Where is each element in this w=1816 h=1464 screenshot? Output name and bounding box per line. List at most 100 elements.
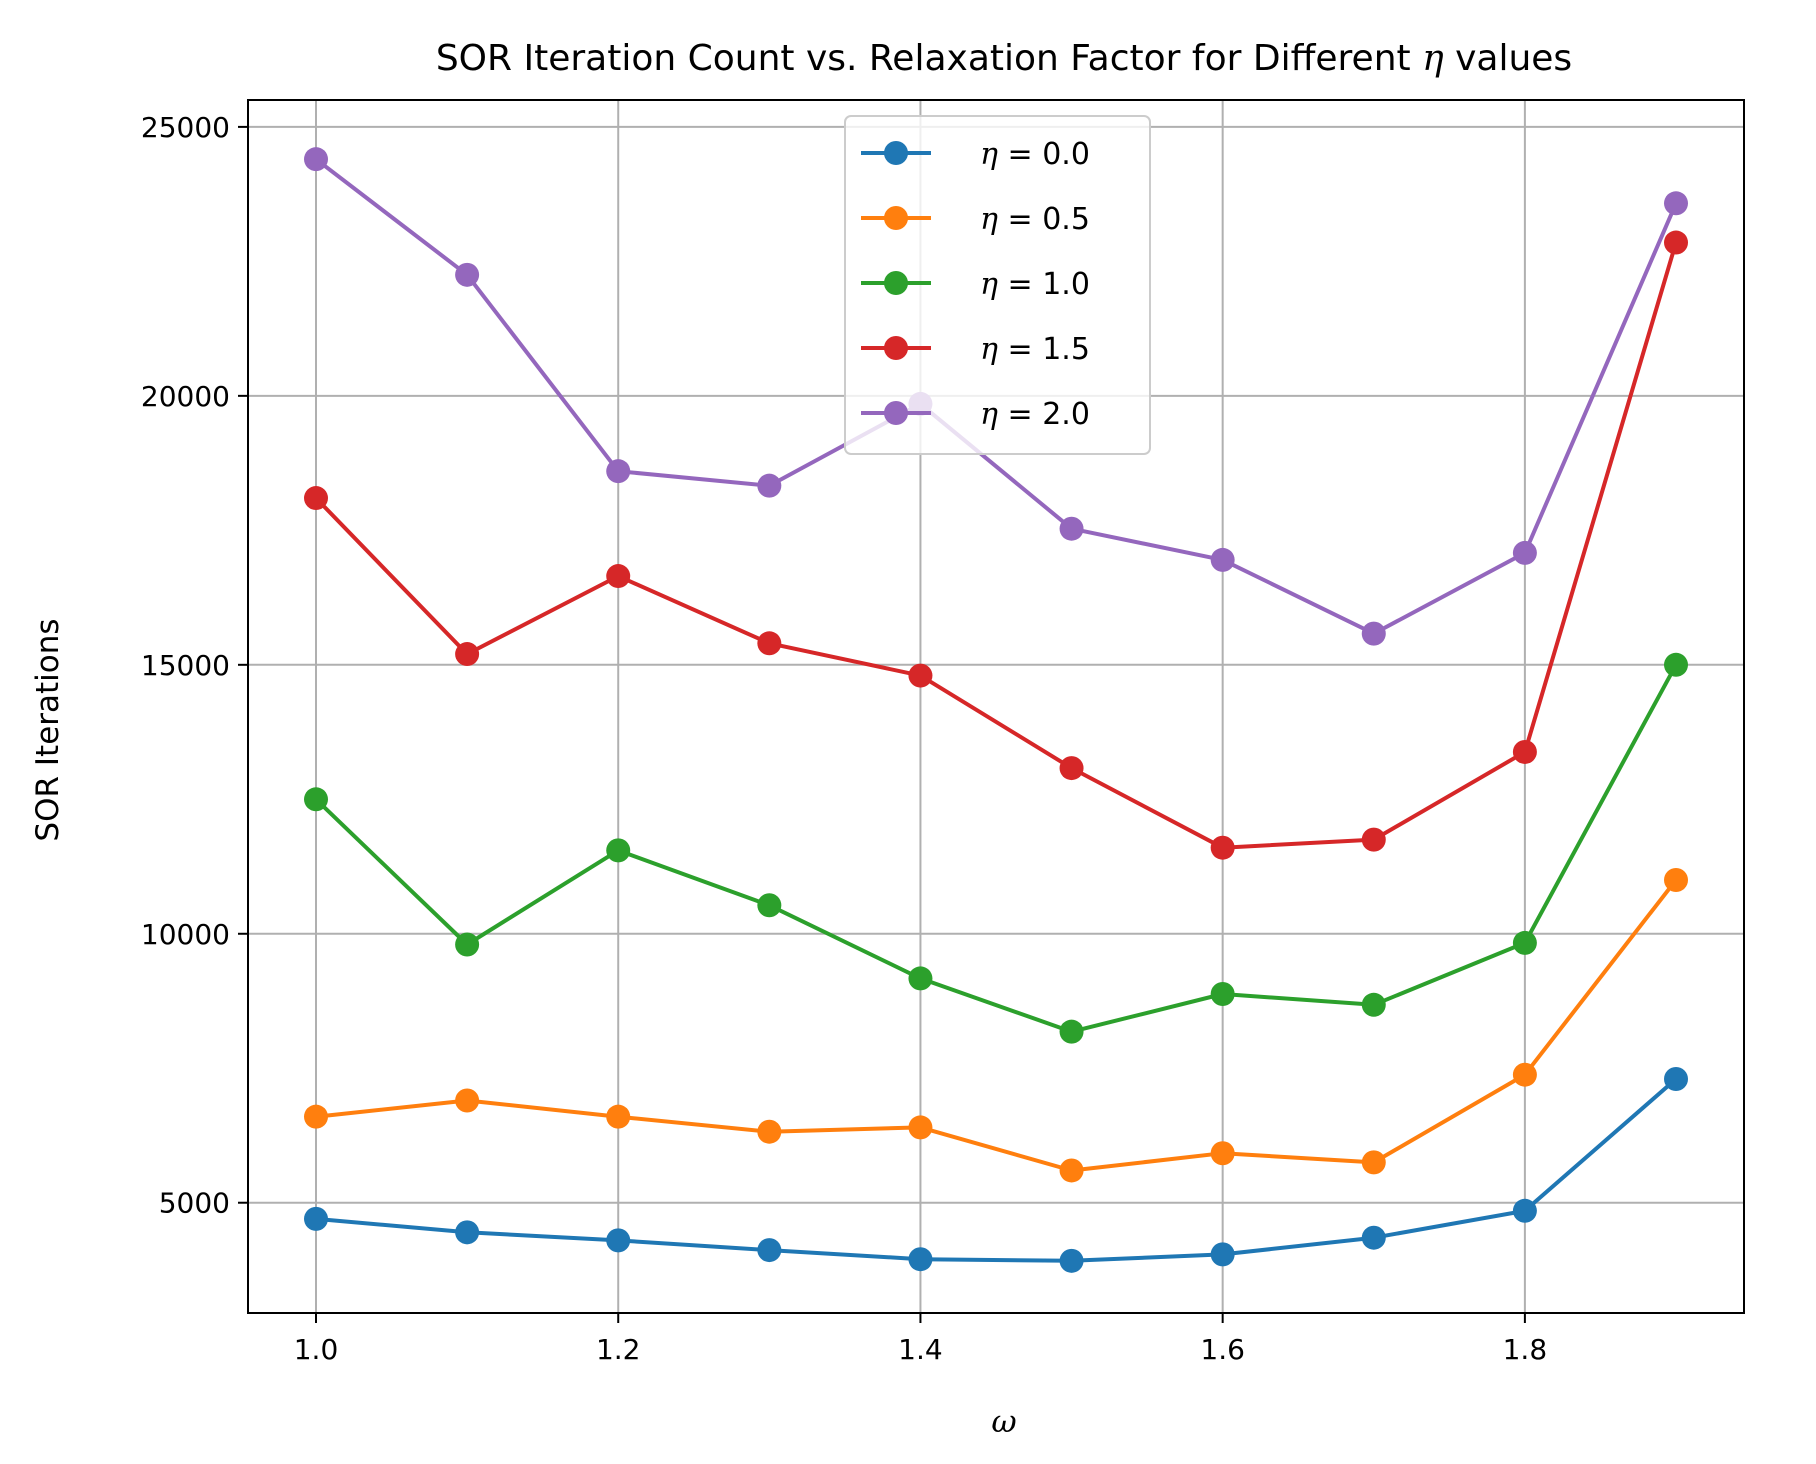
legend-label-symbol: η: [980, 267, 998, 302]
data-point: [1361, 827, 1386, 852]
legend-marker: [884, 141, 908, 165]
legend-label-value: = 0.0: [998, 137, 1090, 172]
data-point: [606, 564, 631, 589]
data-point: [908, 663, 933, 688]
data-point: [455, 1220, 480, 1245]
y-axis-label: SOR Iterations: [30, 618, 66, 841]
data-point: [1361, 992, 1386, 1017]
data-point: [304, 486, 328, 511]
legend-item: η = 1.0: [861, 267, 1090, 302]
series-line: [315, 878, 1678, 1173]
data-point: [1512, 930, 1537, 955]
x-tick-label: 1.6: [1200, 1333, 1245, 1366]
chart-title-text-before: SOR Iteration Count vs. Relaxation Facto…: [436, 38, 1422, 79]
data-point: [455, 1088, 480, 1113]
data-point: [455, 642, 480, 667]
series-line: [314, 663, 1678, 1034]
legend: η = 0.0η = 0.5η = 1.0η = 1.5η = 2.0: [844, 115, 1151, 455]
series-1: [304, 867, 1688, 1183]
x-tick-label: 1.0: [294, 1333, 339, 1366]
data-point: [304, 1104, 328, 1129]
data-point: [606, 838, 631, 863]
y-tick-label: 5000: [159, 1187, 230, 1220]
legend-label-value: = 0.5: [998, 202, 1090, 237]
data-point: [1059, 1019, 1084, 1044]
data-point: [1512, 1198, 1537, 1223]
data-point: [1210, 835, 1235, 860]
legend-item: η = 0.0: [861, 137, 1090, 172]
y-tick-label: 15000: [141, 649, 230, 682]
series-line: [314, 157, 1678, 636]
data-point: [1512, 540, 1537, 565]
data-point: [606, 1228, 631, 1253]
y-tick-label: 20000: [141, 380, 230, 413]
legend-label-symbol: η: [980, 397, 998, 432]
plot-frame: [247, 99, 1745, 1314]
data-point: [1059, 1158, 1084, 1183]
data-point: [304, 787, 328, 812]
data-point: [908, 1247, 933, 1272]
data-point: [1059, 516, 1084, 541]
legend-label-value: = 1.0: [998, 267, 1090, 302]
chart-title-eta-symbol: η: [1422, 38, 1444, 79]
legend-label: η = 0.0: [980, 137, 1090, 172]
legend-item: η = 1.5: [861, 332, 1090, 367]
legend-marker: [884, 206, 908, 230]
legend-label: η = 0.5: [980, 202, 1090, 237]
data-point: [757, 1238, 782, 1263]
data-point: [606, 459, 631, 484]
data-point: [1664, 191, 1688, 216]
data-point: [304, 147, 328, 172]
data-point: [1664, 867, 1688, 892]
data-point: [304, 1206, 328, 1231]
data-point: [1361, 1150, 1386, 1175]
legend-label: η = 2.0: [980, 397, 1090, 432]
data-point: [1664, 230, 1688, 255]
data-point: [1361, 1225, 1386, 1250]
data-point: [908, 1115, 933, 1140]
data-point: [606, 1104, 631, 1129]
data-point: [757, 1119, 782, 1144]
x-tick-label: 1.8: [1503, 1333, 1548, 1366]
series-line: [315, 1077, 1678, 1263]
x-tick-label: 1.2: [596, 1333, 641, 1366]
y-tick-label: 10000: [141, 918, 230, 951]
series-layer: [304, 147, 1688, 1273]
axis-ticks: 1.0 1.2 1.4 1.6 1.8 5000 10000 15000 20000 25000: [141, 111, 1547, 1366]
series-line: [314, 241, 1678, 850]
data-point: [1512, 739, 1537, 764]
legend-label-symbol: η: [980, 332, 998, 367]
legend-marker: [884, 336, 908, 360]
y-tick-label: 25000: [141, 111, 230, 144]
data-point: [1210, 982, 1235, 1007]
legend-label-symbol: η: [980, 137, 998, 172]
data-point: [1664, 1067, 1688, 1092]
chart-title: SOR Iteration Count vs. Relaxation Facto…: [436, 38, 1572, 79]
legend-label-value: = 1.5: [998, 332, 1090, 367]
legend-box: [844, 115, 1151, 455]
legend-label: η = 1.0: [980, 267, 1090, 302]
data-point: [1059, 1248, 1084, 1273]
data-point: [1059, 756, 1084, 781]
data-point: [757, 631, 782, 656]
legend-item: η = 0.5: [861, 202, 1090, 237]
data-point: [1210, 1141, 1235, 1166]
legend-label: η = 1.5: [980, 332, 1090, 367]
data-point: [455, 932, 480, 957]
data-point: [1210, 1242, 1235, 1267]
series-0: [304, 1067, 1688, 1273]
legend-item: η = 2.0: [861, 397, 1090, 432]
legend-label-value: = 2.0: [998, 397, 1090, 432]
data-point: [757, 893, 782, 918]
data-point: [757, 473, 782, 498]
series-3: [304, 230, 1688, 860]
data-point: [908, 966, 933, 991]
legend-marker: [884, 401, 908, 425]
data-point: [1664, 652, 1688, 677]
chart-title-text-after: values: [1444, 38, 1573, 79]
data-point: [1210, 547, 1235, 572]
series-2: [304, 652, 1688, 1044]
data-point: [1512, 1062, 1537, 1087]
data-point: [1361, 621, 1386, 646]
